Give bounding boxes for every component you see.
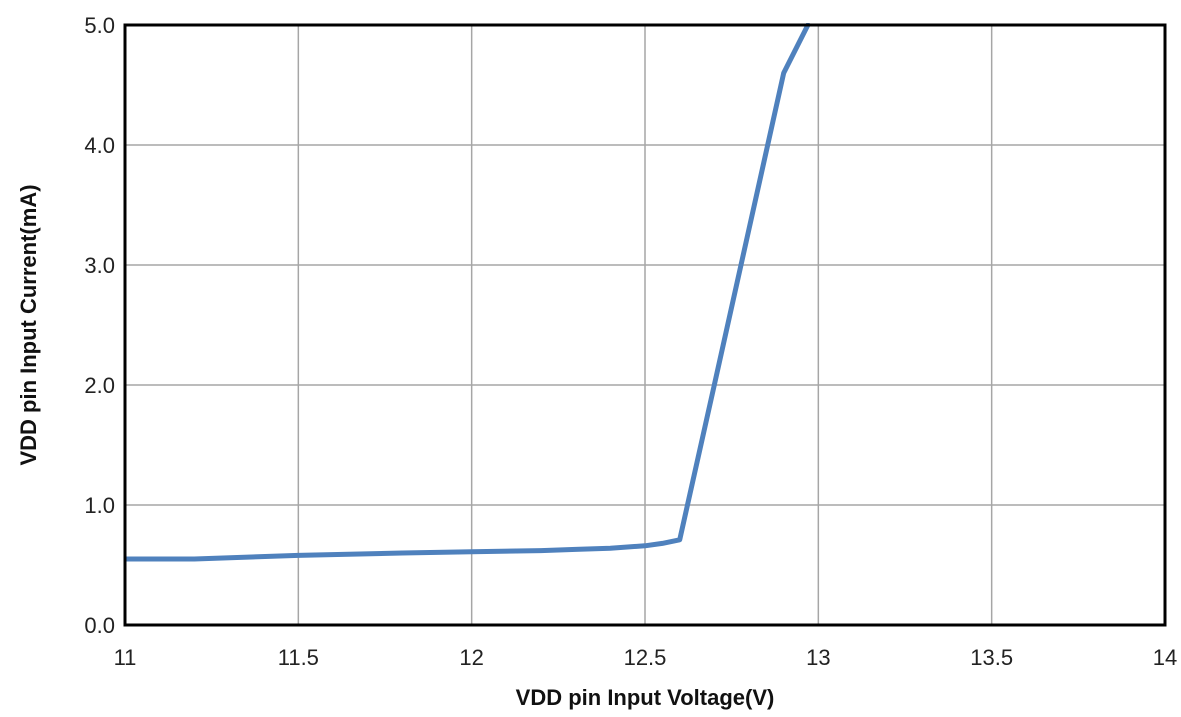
x-tick-label: 14 — [1153, 645, 1177, 670]
plot-frame — [123, 23, 1167, 627]
y-tick-label: 0.0 — [84, 613, 115, 638]
x-tick-label: 13.5 — [970, 645, 1013, 670]
x-tick-labels: 11 11.5 12 12.5 13 13.5 14 — [114, 645, 1178, 670]
y-tick-label: 3.0 — [84, 253, 115, 278]
x-tick-label: 11 — [114, 645, 137, 670]
series-line — [125, 23, 811, 562]
x-tick-label: 12.5 — [624, 645, 667, 670]
y-tick-label: 2.0 — [84, 373, 115, 398]
y-tick-label: 4.0 — [84, 133, 115, 158]
series-layer — [125, 23, 811, 562]
x-axis-title: VDD pin Input Voltage(V) — [516, 685, 775, 710]
y-axis-title: VDD pin Input Current(mA) — [16, 184, 41, 465]
y-tick-labels: 0.0 1.0 2.0 3.0 4.0 5.0 — [84, 13, 115, 638]
x-tick-label: 12 — [459, 645, 483, 670]
grid — [124, 24, 1166, 626]
y-tick-label: 5.0 — [84, 13, 115, 38]
x-tick-label: 11.5 — [278, 645, 319, 670]
x-tick-label: 13 — [806, 645, 830, 670]
y-tick-label: 1.0 — [84, 493, 115, 518]
